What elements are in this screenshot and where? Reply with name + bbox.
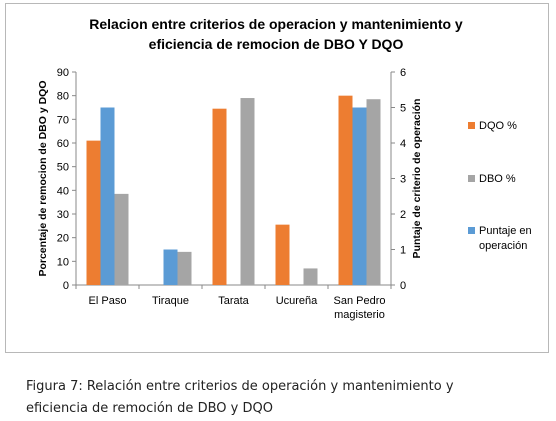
chart-title-line-1: Relacion entre criterios de operacion y … xyxy=(89,16,463,32)
right-y-tick-label: 5 xyxy=(400,103,406,115)
left-y-tick-label: 20 xyxy=(57,233,69,245)
legend-swatch xyxy=(468,227,475,234)
right-y-tick-label: 4 xyxy=(400,138,406,150)
right-y-tick-label: 3 xyxy=(400,174,406,186)
bar-dqo-3 xyxy=(212,108,227,285)
bar-dqo-5 xyxy=(338,95,353,286)
bar-puntaje-en-operaci-n-2 xyxy=(163,249,178,285)
left-y-tick-label: 30 xyxy=(57,209,69,221)
left-y-tick-label: 40 xyxy=(57,185,69,197)
right-y-tick-label: 2 xyxy=(400,209,406,221)
bar-dbo-2 xyxy=(177,251,192,285)
left-y-tick-label: 60 xyxy=(57,138,69,150)
bar-dbo-4 xyxy=(303,268,318,285)
bar-chart: Relacion entre criterios de operacion y … xyxy=(37,16,532,321)
bar-puntaje-en-operaci-n-5 xyxy=(352,107,367,285)
bar-dqo-4 xyxy=(275,224,290,285)
x-category-label: San Pedro xyxy=(334,295,386,307)
bar-dbo-3 xyxy=(240,98,255,286)
legend-label: Puntaje en xyxy=(479,225,532,237)
right-y-axis-title: Puntaje de criterio de operación xyxy=(411,99,423,259)
chart-area: Relacion entre criterios de operacion y … xyxy=(5,3,549,353)
legend-label: DQO % xyxy=(479,120,517,132)
x-category-label: magisterio xyxy=(334,309,385,321)
bar-dbo-5 xyxy=(366,99,381,285)
legend-swatch xyxy=(468,175,475,182)
x-category-label: Tarata xyxy=(218,295,249,307)
right-y-tick-label: 1 xyxy=(400,245,406,257)
left-y-axis-title: Porcentaje de remocion de DBO y DQO xyxy=(37,80,49,276)
left-y-tick-label: 50 xyxy=(57,162,69,174)
chart-title-line-2: eficiencia de remocion de DBO Y DQO xyxy=(149,36,404,52)
x-category-label: Ucureña xyxy=(276,295,318,307)
left-y-tick-label: 80 xyxy=(57,91,69,103)
right-y-tick-label: 6 xyxy=(400,67,406,79)
x-category-label: Tiraque xyxy=(152,295,189,307)
right-y-tick-label: 0 xyxy=(400,280,406,292)
x-category-label: El Paso xyxy=(89,295,127,307)
bar-dbo-1 xyxy=(114,193,129,285)
left-y-tick-label: 90 xyxy=(57,67,69,79)
legend-label: operación xyxy=(479,240,527,252)
figure-caption-line-2: eficiencia de remoción de DBO y DQO xyxy=(26,401,273,416)
bar-puntaje-en-operaci-n-1 xyxy=(100,107,115,285)
bar-dqo-1 xyxy=(86,140,101,285)
figure-caption-line-1: Figura 7: Relación entre criterios de op… xyxy=(26,379,454,394)
left-y-tick-label: 10 xyxy=(57,256,69,268)
left-y-tick-label: 70 xyxy=(57,114,69,126)
legend-label: DBO % xyxy=(479,173,516,185)
left-y-tick-label: 0 xyxy=(63,280,69,292)
legend-swatch xyxy=(468,122,475,129)
